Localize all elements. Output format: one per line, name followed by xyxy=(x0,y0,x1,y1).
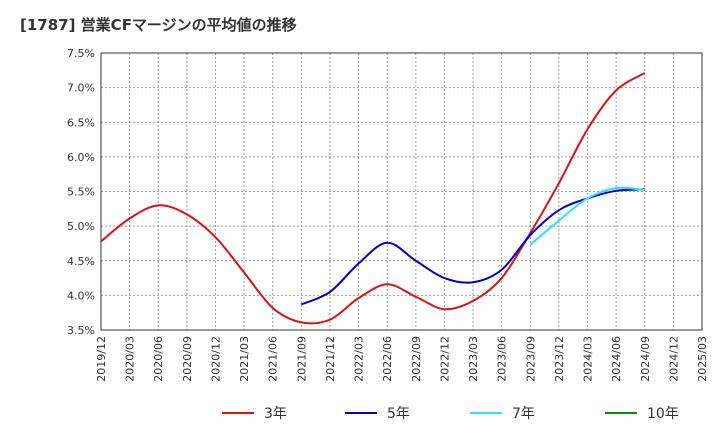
x-tick-label: 2020/09 xyxy=(181,336,194,382)
y-tick-label: 7.0% xyxy=(67,82,95,95)
y-tick-label: 4.5% xyxy=(67,255,95,268)
series-lines xyxy=(100,72,646,325)
chart-title: [1787] 営業CFマージンの平均値の推移 xyxy=(20,16,297,34)
legend: 3年 5年 7年 10年 xyxy=(222,406,679,422)
x-tick-label: 2024/12 xyxy=(667,336,680,382)
x-tick-label: 2021/06 xyxy=(267,336,280,382)
legend-label: 7年 xyxy=(512,406,535,422)
legend-label: 10年 xyxy=(647,406,679,422)
y-tick-label: 6.0% xyxy=(67,151,95,164)
y-tick-label: 5.0% xyxy=(67,220,95,233)
plot-frame xyxy=(100,52,703,331)
x-tick-label: 2024/06 xyxy=(610,336,623,382)
x-tick-label: 2023/12 xyxy=(553,336,566,382)
y-tick-label: 6.5% xyxy=(67,116,95,129)
y-tick-label: 5.5% xyxy=(67,186,95,199)
y-tick-label: 3.5% xyxy=(67,324,95,337)
legend-label: 3年 xyxy=(264,406,287,422)
x-tick-label: 2020/12 xyxy=(209,336,222,382)
legend-label: 5年 xyxy=(387,406,410,422)
x-tick-label: 2022/03 xyxy=(353,336,366,382)
series-line-3年 xyxy=(100,72,646,325)
x-tick-label: 2023/03 xyxy=(467,336,480,382)
x-tick-label: 2021/09 xyxy=(295,336,308,382)
x-tick-label: 2020/06 xyxy=(152,336,165,382)
y-tick-label: 4.0% xyxy=(67,289,95,302)
x-tick-label: 2024/09 xyxy=(639,336,652,382)
x-axis-tick-labels: 2019/12 2020/03 2020/06 2020/09 2020/12 2021/… xyxy=(95,336,709,382)
series-line-7年 xyxy=(529,186,645,246)
x-tick-label: 2020/03 xyxy=(124,336,137,382)
y-axis-tick-labels: 7.5% 7.0% 6.5% 6.0% 5.5% 5.0% 4.5% 4.0% 3.5% xyxy=(67,47,95,337)
x-tick-label: 2022/06 xyxy=(381,336,394,382)
x-tick-label: 2025/03 xyxy=(696,336,709,382)
x-tick-label: 2022/12 xyxy=(438,336,451,382)
x-tick-label: 2022/09 xyxy=(410,336,423,382)
x-tick-label: 2023/09 xyxy=(524,336,537,382)
x-tick-label: 2023/06 xyxy=(496,336,509,382)
x-tick-label: 2021/03 xyxy=(238,336,251,382)
x-tick-label: 2019/12 xyxy=(95,336,108,382)
y-tick-label: 7.5% xyxy=(67,47,95,60)
x-tick-label: 2021/12 xyxy=(324,336,337,382)
x-tick-label: 2024/03 xyxy=(582,336,595,382)
